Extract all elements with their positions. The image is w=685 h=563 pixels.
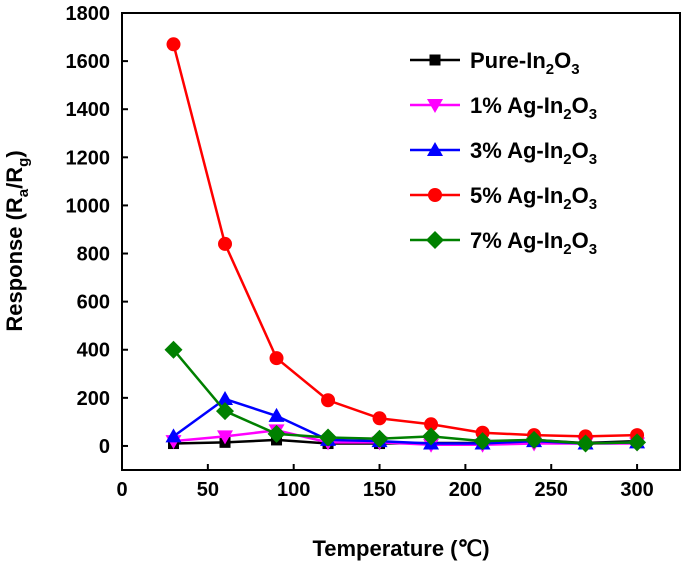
data-point [428,188,442,202]
data-point [164,340,183,359]
y-tick-label: 1800 [66,3,111,25]
legend-item: 1% Ag-In2O3 [410,93,597,123]
legend-label: Pure-In2O3 [470,48,580,78]
legend-item: 3% Ag-In2O3 [410,138,597,168]
data-point [267,424,286,443]
legend-item: 7% Ag-In2O3 [410,228,597,258]
data-point [268,407,285,422]
y-tick-label: 800 [77,244,110,266]
x-axis-label: Temperature (℃) [312,536,489,561]
y-tick-label: 400 [77,340,110,362]
x-tick-label: 50 [197,479,219,501]
data-point [217,391,234,406]
legend-label: 1% Ag-In2O3 [470,93,597,123]
series-line [172,348,638,445]
data-point [165,428,182,443]
y-tick-label: 0 [99,436,110,458]
data-point [166,37,181,52]
data-point [422,427,441,446]
series-line [172,43,638,438]
data-point [473,432,492,451]
legend-label: 7% Ag-In2O3 [470,228,597,258]
x-tick-label: 300 [620,479,653,501]
plot-frame [121,12,681,471]
x-tick-label: 200 [449,479,482,501]
y-tick-label: 600 [77,292,110,314]
data-point [217,430,234,445]
data-point [426,231,444,249]
data-point [269,351,284,366]
data-point [429,54,441,66]
data-point [319,428,338,447]
data-point [576,434,595,453]
data-point [628,433,647,452]
data-point [218,236,233,251]
y-tick-label: 1600 [66,51,111,73]
legend-item: 5% Ag-In2O3 [410,183,597,213]
y-tick-label: 200 [77,388,110,410]
data-point [525,430,544,449]
series-4 [164,340,647,453]
x-tick-label: 250 [535,479,568,501]
y-axis-label: Response (Ra/Rg) [2,150,32,331]
y-tick-label: 1000 [66,195,111,217]
legend-label: 5% Ag-In2O3 [470,183,597,213]
data-point [370,429,389,448]
data-point [372,411,387,426]
x-tick-label: 0 [116,479,127,501]
x-tick-label: 150 [363,479,396,501]
data-point [427,99,443,113]
y-tick-label: 1400 [66,99,111,121]
x-tick-label: 100 [277,479,310,501]
data-point [216,402,235,421]
data-point [424,417,439,432]
data-point [321,393,336,408]
y-tick-label: 1200 [66,147,111,169]
legend-item: Pure-In2O3 [410,48,580,78]
data-point [427,142,443,156]
legend-label: 3% Ag-In2O3 [470,138,597,168]
